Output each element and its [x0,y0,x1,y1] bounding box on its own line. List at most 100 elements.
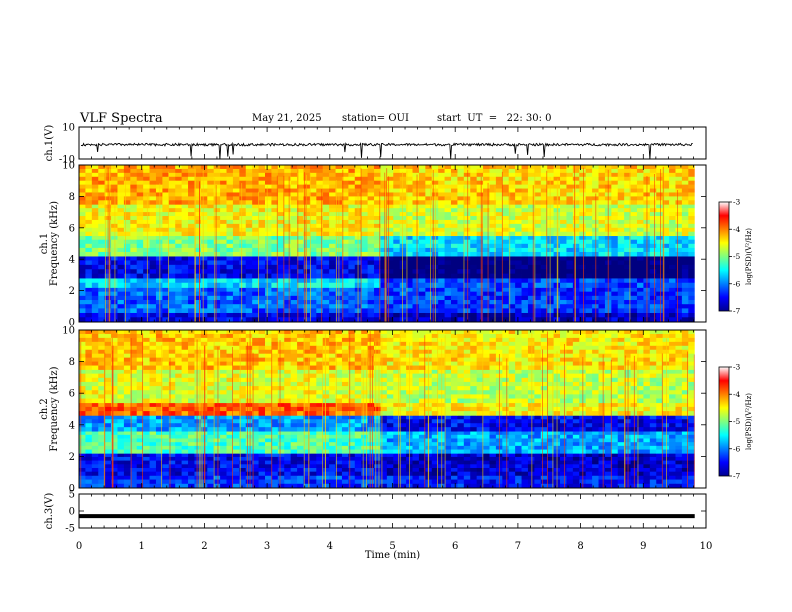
spectro-cell [149,295,157,301]
spectro-cell [367,216,375,221]
spectro-cell [508,172,516,178]
spectro-cell [367,475,375,480]
spectro-cell [239,445,247,450]
spectro-cell [104,431,112,436]
spectro-cell [226,460,234,465]
spectro-cell [207,317,215,323]
spectro-cell [277,208,285,213]
spectro-cell [232,200,240,205]
spectro-cell [669,442,676,447]
spectro-cell [483,273,490,279]
spectro-cell [418,312,426,318]
spectro-cell [271,264,279,270]
spectro-cell [534,231,542,237]
spectro-cell [245,434,253,439]
spectro-cell [527,260,535,266]
spectro-cell [143,192,150,197]
spectro-cell [329,247,336,253]
spectro-cell [149,300,157,305]
spectro-cell [207,188,215,193]
spectro-cell [374,464,381,469]
spectro-cell [450,180,458,186]
spectro-cell [386,317,394,323]
spectro-cell [200,300,208,305]
spectro-cell [303,216,311,221]
spectro-cell [624,456,631,462]
spectro-cell [399,247,407,253]
spectro-cell [309,456,317,462]
spectro-cell [604,464,612,469]
spectro-cell [98,184,106,189]
spectro-cell [688,456,696,462]
spectro-cell [329,300,336,305]
spectro-cell [393,287,401,293]
spectro-cell [572,188,580,193]
spectro-cell [194,453,202,458]
spectro-cell [502,243,510,249]
spectro-cell [168,168,176,174]
spectro-cell [271,312,279,318]
spectro-cell [194,219,202,225]
spectro-cell [188,273,195,279]
spectro-cell [688,219,696,225]
spectro-cell [418,196,426,201]
spectro-cell [213,434,221,439]
spectro-cell [316,300,324,305]
spectro-cell [521,438,529,443]
spectro-cell [380,231,388,237]
spectro-cell [386,208,394,213]
spectro-cell [271,471,279,476]
spectro-cell [252,483,259,489]
spectro-cell [508,460,516,465]
spectro-cell [406,317,413,323]
spectro-cell [123,278,131,284]
spectro-cell [380,434,388,439]
spectro-cell [476,231,484,237]
spectro-cell [181,180,189,186]
spectro-cell [393,278,401,284]
spectro-cell [149,483,157,489]
spectro-cell [271,176,279,182]
spectro-cell [329,260,336,266]
spectro-cell [412,196,420,201]
spectro-cell [194,208,202,213]
spectro-cell [149,188,157,193]
spectro-cell [675,300,683,305]
spectro-cell [450,300,458,305]
spectro-cell [508,479,516,485]
spectro-cell [386,223,394,229]
spectro-cell [335,434,343,439]
spectro-cell [374,291,381,297]
spectro-cell [560,165,567,170]
spectro-cell [534,208,542,213]
spectro-cell [476,282,484,288]
spectro-cell [617,471,625,476]
spectro-cell [265,227,272,233]
spectro-cell [329,219,336,225]
spectro-cell [566,172,574,178]
spectro-cell [515,180,522,186]
spectro-cell [636,317,644,323]
spectro-cell [111,295,118,301]
spectro-cell [617,165,625,170]
spectro-cell [361,317,369,323]
spectro-cell [380,312,388,318]
spectro-cell [239,483,247,489]
spectro-cell [111,445,118,450]
spectro-cell [393,304,401,309]
spectro-cell [566,223,574,229]
spectro-cell [316,312,324,318]
spectro-cell [143,300,150,305]
spectro-cell [374,431,381,436]
spectro-cell [636,176,644,182]
spectro-cell [316,231,324,237]
spectro-cell [226,208,234,213]
spectro-cell [252,460,259,465]
spectro-cell [98,471,106,476]
spectro-cell [329,196,336,201]
spectro-cell [534,312,542,318]
spectro-cell [367,168,375,174]
spectro-cell [309,282,317,288]
spectro-cell [624,188,631,193]
spectro-cell [399,475,407,480]
